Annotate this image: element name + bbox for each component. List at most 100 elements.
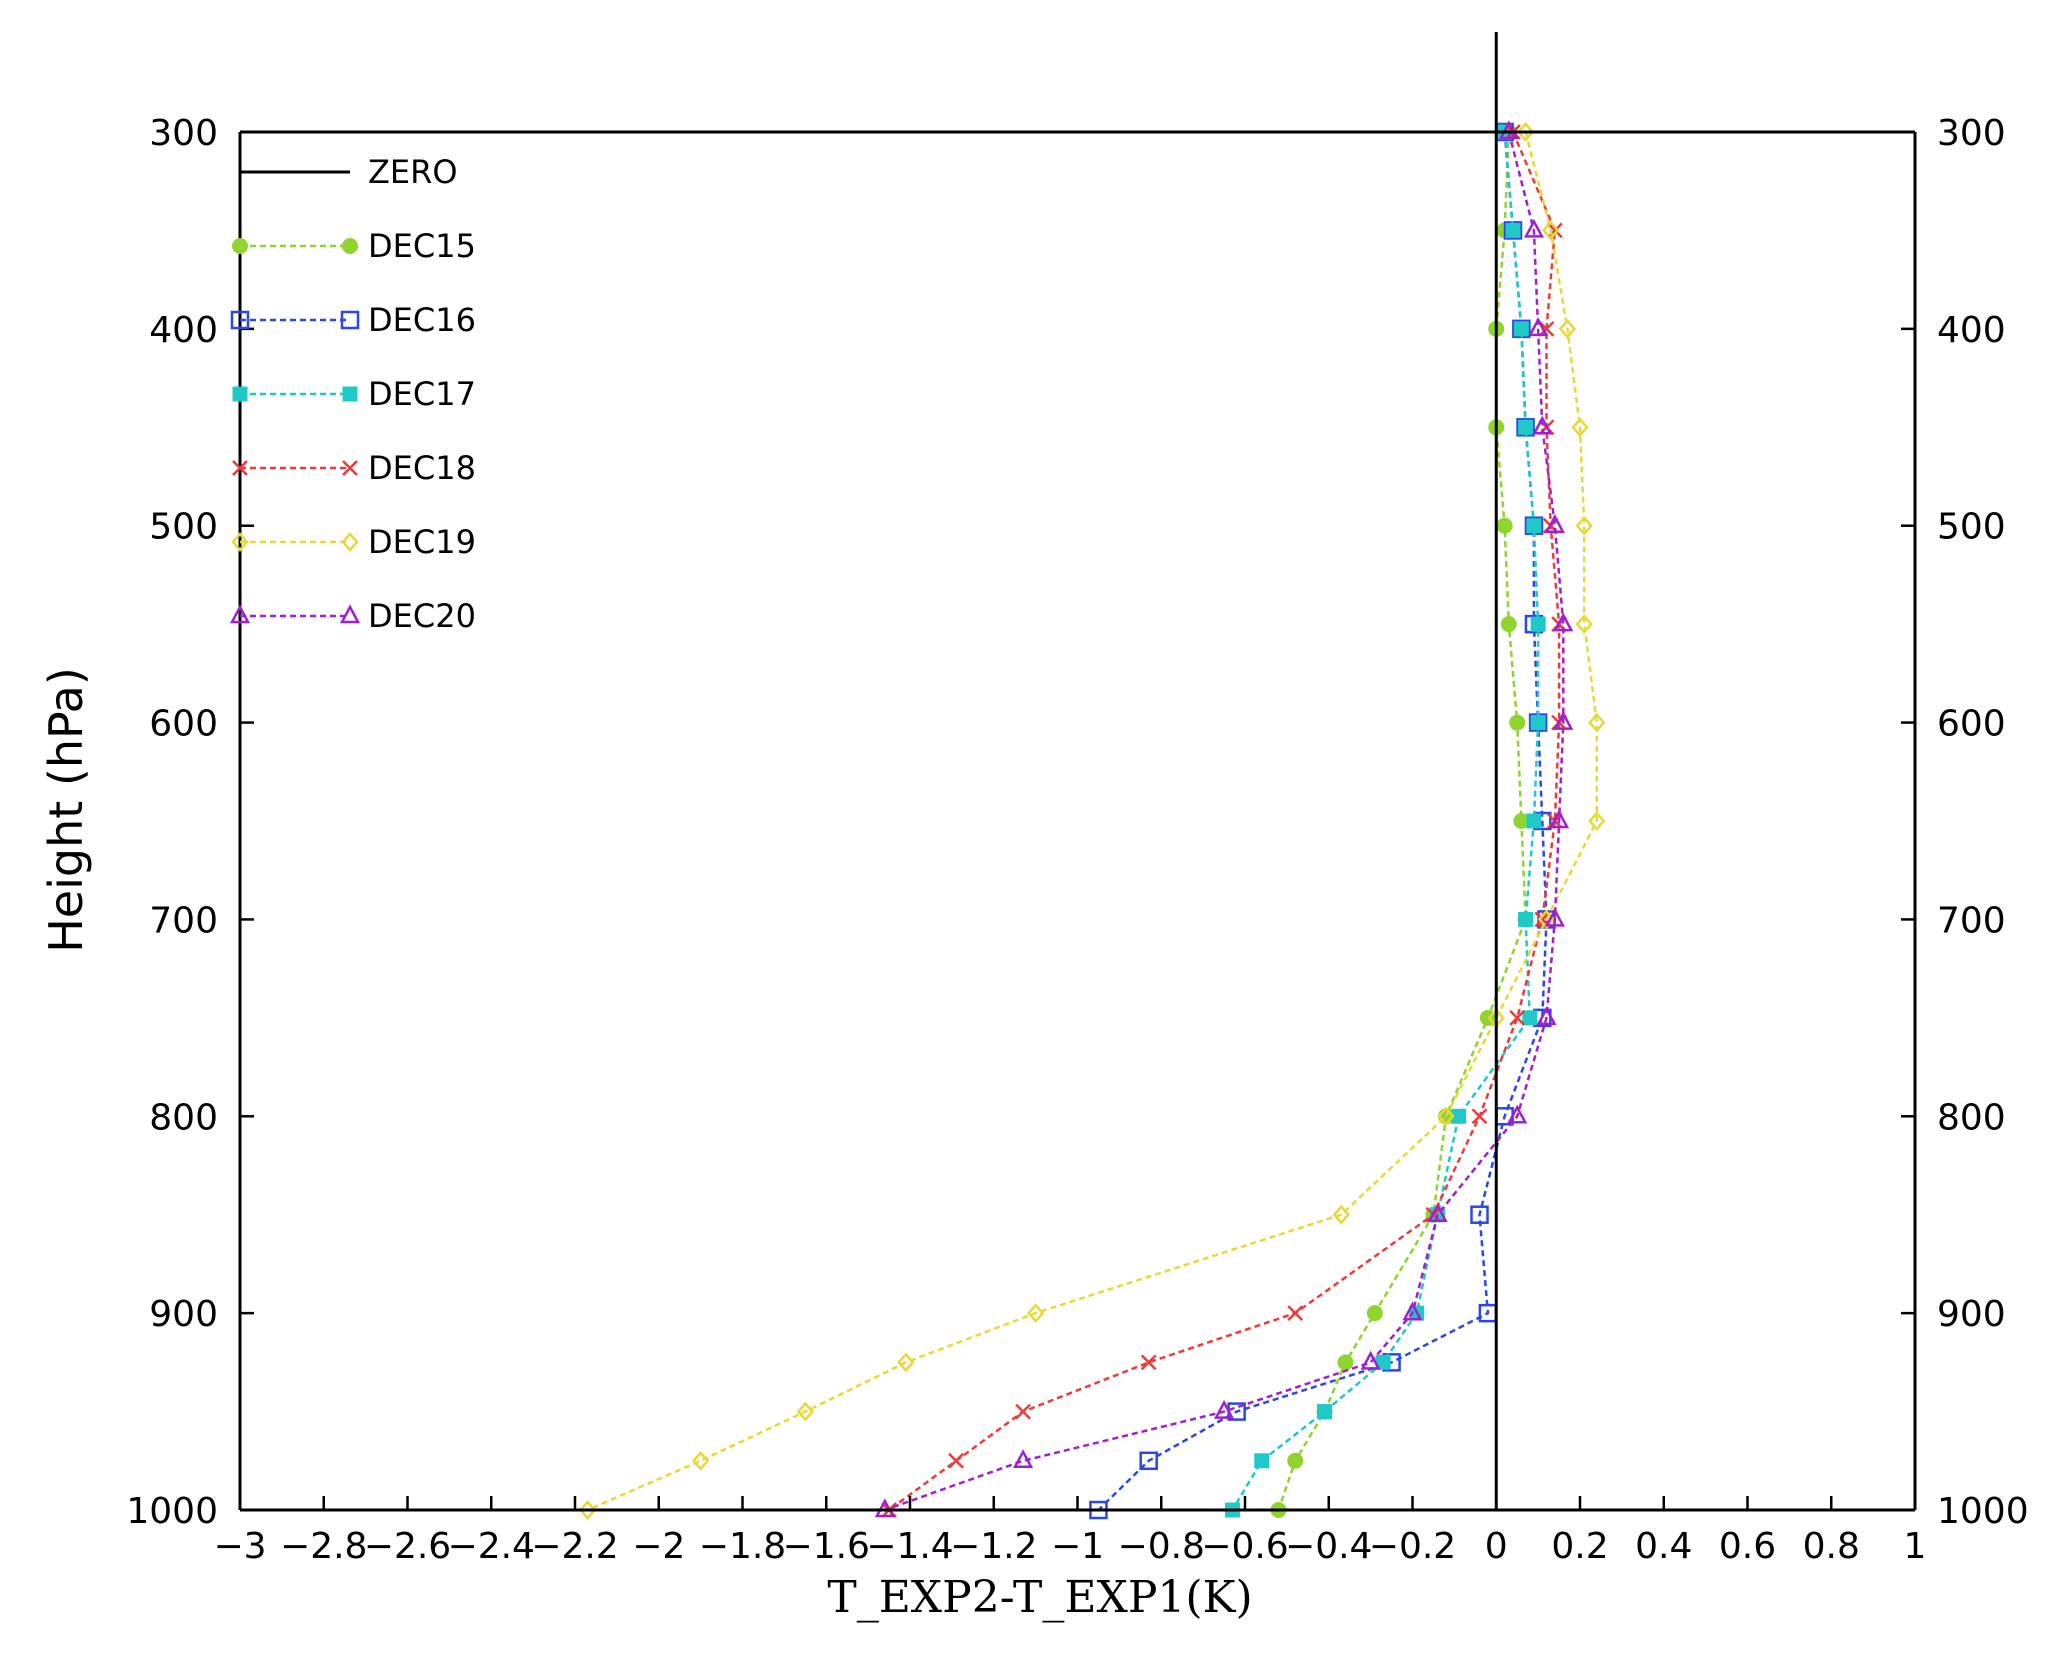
x-tick-label: −0.6 bbox=[1201, 1526, 1288, 1567]
legend-item-dec16: DEC16 bbox=[230, 301, 476, 339]
series-line-dec15 bbox=[1277, 131, 1527, 1511]
legend-item-zero: ZERO bbox=[240, 153, 458, 191]
y-tick-label-left: 900 bbox=[149, 1294, 218, 1335]
data-point-dec17-450 bbox=[1518, 419, 1534, 435]
x-tick-label: −1 bbox=[1051, 1526, 1104, 1567]
data-point-dec17-500 bbox=[1526, 518, 1542, 534]
legend-item-dec20: DEC20 bbox=[229, 597, 476, 635]
data-point-dec20-900 bbox=[1402, 1301, 1423, 1321]
data-point-dec15-975 bbox=[1287, 1452, 1304, 1469]
data-point-dec20-800 bbox=[1507, 1104, 1528, 1124]
data-point-dec17-550 bbox=[1530, 616, 1546, 632]
data-point-dec15-600 bbox=[1509, 714, 1526, 731]
data-point-dec15-550 bbox=[1500, 616, 1517, 633]
data-point-dec20-950 bbox=[1213, 1399, 1235, 1419]
data-point-dec17-400 bbox=[1513, 321, 1529, 337]
data-point-dec19-550 bbox=[1575, 614, 1593, 635]
y-tick-label-right: 600 bbox=[1937, 704, 2006, 745]
x-tick-label: −1.6 bbox=[783, 1526, 870, 1567]
data-point-dec17-950 bbox=[1317, 1404, 1333, 1420]
data-point-dec19-600 bbox=[1588, 712, 1606, 733]
x-tick-label: 1 bbox=[1904, 1526, 1927, 1567]
data-point-dec19-900 bbox=[1026, 1303, 1045, 1324]
x-tick-label: −2.2 bbox=[531, 1526, 618, 1567]
legend-marker-dec17 bbox=[232, 386, 248, 402]
data-point-dec17-650 bbox=[1526, 813, 1542, 829]
legend-marker-dec18 bbox=[232, 460, 248, 476]
legend-label-dec16: DEC16 bbox=[368, 301, 476, 339]
series-line-dec19 bbox=[587, 131, 1599, 1512]
legend-item-dec15: DEC15 bbox=[232, 227, 476, 265]
legend-marker-dec16 bbox=[340, 310, 360, 330]
x-tick-label: −3 bbox=[213, 1526, 266, 1567]
x-tick-label: 0.6 bbox=[1719, 1526, 1776, 1567]
y-tick-label-right: 700 bbox=[1937, 900, 2006, 941]
legend-item-dec17: DEC17 bbox=[232, 375, 476, 413]
y-tick-label-right: 500 bbox=[1937, 507, 2006, 548]
data-point-dec19-800 bbox=[1437, 1106, 1455, 1127]
data-point-dec19-500 bbox=[1575, 515, 1593, 536]
y-axis-title: Height (hPa) bbox=[39, 667, 93, 953]
legend-label-dec15: DEC15 bbox=[368, 227, 476, 265]
data-point-dec17-600 bbox=[1530, 715, 1546, 731]
data-point-dec18-800 bbox=[1471, 1108, 1488, 1125]
data-point-dec16-975 bbox=[1139, 1451, 1158, 1471]
legend: ZERO DEC15 DEC16 DEC17 DEC18 DEC19 DEC20 bbox=[229, 153, 476, 635]
legend-marker-dec20 bbox=[339, 604, 361, 624]
series-dec16 bbox=[1089, 122, 1556, 1520]
y-tick-label-left: 400 bbox=[149, 310, 218, 351]
x-axis-title: T_EXP2-T_EXP1(K) bbox=[827, 1572, 1252, 1623]
data-point-dec18-350 bbox=[1546, 222, 1563, 239]
data-point-dec20-925 bbox=[1360, 1350, 1381, 1370]
legend-label-dec20: DEC20 bbox=[368, 597, 476, 635]
x-tick-label: −2.8 bbox=[280, 1526, 367, 1567]
data-point-dec19-300 bbox=[1516, 122, 1535, 142]
x-tick-label: −0.2 bbox=[1369, 1526, 1456, 1567]
legend-item-dec18: DEC18 bbox=[232, 449, 476, 487]
legend-item-dec19: DEC19 bbox=[231, 523, 476, 561]
y-tick-label-left: 700 bbox=[149, 900, 218, 941]
x-tick-label: −2.4 bbox=[448, 1526, 535, 1567]
x-tick-label: 0.2 bbox=[1551, 1526, 1608, 1567]
x-tick-label: −0.8 bbox=[1118, 1526, 1205, 1567]
data-point-dec19-400 bbox=[1558, 318, 1577, 339]
y-tick-label-left: 800 bbox=[149, 1097, 218, 1138]
series-line-dec16 bbox=[1097, 131, 1548, 1511]
data-point-dec20-400 bbox=[1528, 317, 1549, 337]
data-point-dec18-925 bbox=[1140, 1354, 1157, 1371]
data-point-dec19-350 bbox=[1542, 220, 1560, 241]
data-point-dec19-450 bbox=[1571, 417, 1589, 438]
legend-marker-dec16 bbox=[230, 310, 250, 330]
legend-marker-dec18 bbox=[342, 460, 358, 476]
legend-label-dec17: DEC17 bbox=[368, 375, 476, 413]
data-point-dec20-975 bbox=[1012, 1449, 1034, 1469]
legend-marker-dec17 bbox=[342, 386, 358, 402]
y-tick-label-right: 1000 bbox=[1937, 1491, 2029, 1532]
data-point-dec20-500 bbox=[1544, 514, 1565, 533]
data-point-dec19-1000 bbox=[578, 1500, 597, 1520]
data-point-dec17-350 bbox=[1505, 222, 1521, 238]
legend-label-zero: ZERO bbox=[368, 153, 458, 191]
legend-label-dec18: DEC18 bbox=[368, 449, 476, 487]
legend-marker-dec15 bbox=[232, 238, 248, 254]
data-point-dec19-850 bbox=[1332, 1204, 1350, 1225]
axes-layer: −3 −2.8−2.6−2.4−2.2 −2 −1.8−1.6−1.4−1.2 −1 −0… bbox=[126, 32, 2029, 1567]
y-tick-label-right: 800 bbox=[1937, 1097, 2006, 1138]
y-tick-label-right: 400 bbox=[1937, 310, 2006, 351]
x-tick-label: 0.8 bbox=[1803, 1526, 1860, 1567]
y-tick-label-left: 1000 bbox=[126, 1491, 218, 1532]
y-tick-label-left: 600 bbox=[149, 704, 218, 745]
series-line-dec18 bbox=[888, 131, 1561, 1512]
data-point-dec17-700 bbox=[1518, 911, 1534, 927]
series-line-dec17 bbox=[1231, 131, 1540, 1511]
x-tick-label: −1.8 bbox=[699, 1526, 786, 1567]
series-layer bbox=[578, 120, 1606, 1520]
y-tick-label-left: 300 bbox=[149, 113, 218, 154]
data-point-dec20-350 bbox=[1523, 218, 1545, 238]
data-point-dec19-925 bbox=[897, 1352, 915, 1373]
series-line-dec20 bbox=[884, 131, 1565, 1512]
data-point-dec20-700 bbox=[1544, 907, 1565, 927]
x-tick-label: −2 bbox=[632, 1526, 685, 1567]
series-dec18 bbox=[881, 124, 1567, 1518]
